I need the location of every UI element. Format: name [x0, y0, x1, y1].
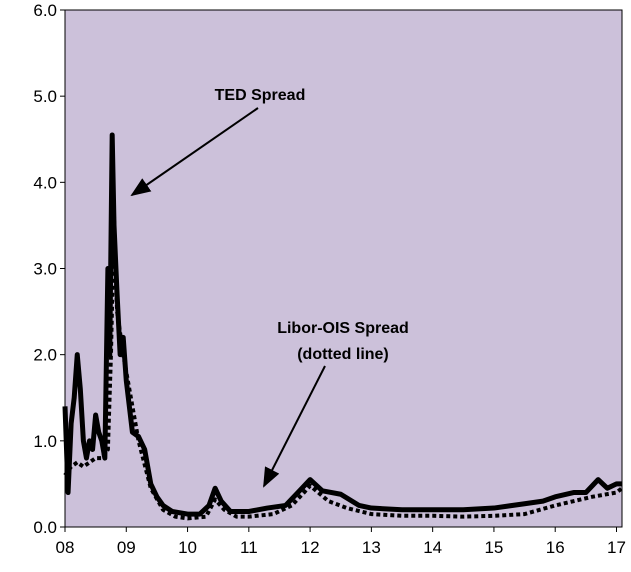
y-tick-label: 0.0	[33, 518, 57, 537]
annotation: (dotted line)	[297, 346, 389, 363]
y-tick-label: 3.0	[33, 260, 57, 279]
plot-area	[64, 9, 623, 528]
x-tick-label: 15	[484, 538, 503, 557]
x-tick-label: 17	[607, 538, 626, 557]
y-tick-label: 6.0	[33, 1, 57, 20]
annotation: Libor-OIS Spread	[277, 320, 409, 337]
x-tick-label: 16	[546, 538, 565, 557]
x-tick-label: 11	[240, 538, 258, 557]
y-tick-label: 4.0	[33, 173, 57, 192]
arrow	[263, 365, 326, 488]
y-tick-label: 2.0	[33, 346, 57, 365]
arrow	[130, 107, 259, 197]
x-tick-label: 08	[56, 538, 75, 557]
x-tick-label: 09	[117, 538, 136, 557]
series-line	[63, 214, 624, 521]
x-tick-label: 14	[423, 538, 442, 557]
y-tick-label: 5.0	[33, 87, 57, 106]
x-tick-label: 13	[362, 538, 381, 557]
x-tick-label: 12	[301, 538, 320, 557]
x-tick-label: 10	[178, 538, 197, 557]
y-tick-label: 1.0	[33, 432, 57, 451]
annotation: TED Spread	[215, 87, 306, 104]
series-line	[62, 132, 622, 517]
